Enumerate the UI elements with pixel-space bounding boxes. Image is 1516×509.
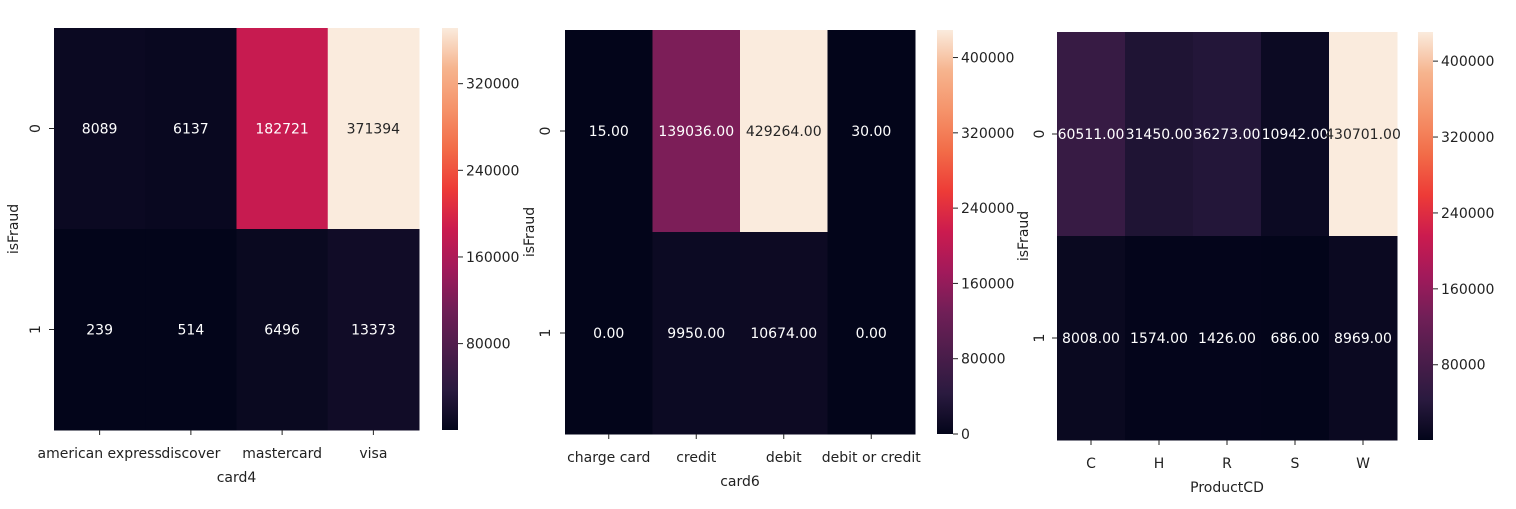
heatmap-cell <box>652 232 741 435</box>
colorbar-tick-label: 240000 <box>466 163 519 179</box>
x-tick-label: S <box>1291 456 1300 472</box>
y-tick-label: 0 <box>28 124 44 133</box>
heatmap-cell <box>1261 236 1330 441</box>
colorbar-tick-label: 320000 <box>1441 130 1494 146</box>
heatmap-cell <box>1329 32 1398 237</box>
x-axis-label: card6 <box>720 474 760 490</box>
heatmap-cell <box>145 28 237 230</box>
x-axis-label: card4 <box>217 470 257 486</box>
y-tick-label: 0 <box>1032 130 1048 139</box>
colorbar-tick-label: 80000 <box>1441 358 1486 374</box>
y-tick-label: 1 <box>1032 334 1048 343</box>
x-tick-label: debit or credit <box>822 450 922 466</box>
cell-value-label: 8008.00 <box>1062 331 1120 347</box>
colorbar-tick-label: 320000 <box>961 126 1014 142</box>
colorbar-tick-label: 240000 <box>1441 206 1494 222</box>
heatmap-panel-1: 8089 6137 182721 371394 239 514 6496 13373 ameri… <box>6 28 519 486</box>
heatmap-panel-2: 15.00 139036.00 429264.00 30.00 0.00 9950.00 1… <box>522 30 1014 490</box>
cell-value-label: 1574.00 <box>1130 331 1188 347</box>
cell-value-label: 514 <box>178 323 205 339</box>
heatmap-cell <box>54 229 146 431</box>
y-tick-label: 1 <box>28 325 44 334</box>
colorbar-tick-label: 400000 <box>1441 54 1494 70</box>
colorbar-tick-label: 0 <box>961 427 970 443</box>
cell-value-label: 239 <box>86 323 113 339</box>
colorbar-tick-label: 80000 <box>466 337 511 353</box>
heatmap-cell <box>327 28 420 230</box>
cell-value-label: 182721 <box>255 122 308 138</box>
y-tick-label: 1 <box>538 329 554 338</box>
cell-value-label: 686.00 <box>1271 331 1320 347</box>
heatmap-cell <box>1057 32 1126 237</box>
cell-value-label: 10674.00 <box>750 326 817 342</box>
cell-value-label: 0.00 <box>593 326 624 342</box>
x-axis-label: ProductCD <box>1190 480 1264 496</box>
cell-value-label: 31450.00 <box>1126 127 1193 143</box>
heatmap-cell <box>740 232 828 435</box>
heatmap-cell <box>827 232 916 435</box>
colorbar <box>442 28 458 430</box>
cell-value-label: 36273.00 <box>1194 127 1261 143</box>
heatmap-cell <box>652 30 741 233</box>
cell-value-label: 430701.00 <box>1325 127 1401 143</box>
x-tick-label: H <box>1154 456 1165 472</box>
heatmap-cell <box>1193 32 1262 237</box>
y-tick-label: 0 <box>538 127 554 136</box>
heatmap-cell <box>1261 32 1330 237</box>
colorbar-tick-label: 160000 <box>466 250 519 266</box>
cell-value-label: 13373 <box>351 323 396 339</box>
colorbar <box>937 30 953 434</box>
cell-value-label: 0.00 <box>856 326 887 342</box>
heatmap-panel-3: 60511.00 31450.00 36273.00 10942.00430701.0… <box>1016 32 1494 496</box>
colorbar <box>1418 32 1433 440</box>
x-tick-label: charge card <box>567 450 650 466</box>
y-axis-label: isFraud <box>1016 211 1032 261</box>
cell-value-label: 6496 <box>264 323 300 339</box>
heatmap-cell <box>565 30 653 233</box>
x-tick-label: C <box>1086 456 1096 472</box>
cell-value-label: 10942.00 <box>1262 127 1329 143</box>
heatmap-cell <box>236 229 329 431</box>
cell-value-label: 15.00 <box>589 124 629 140</box>
cell-value-label: 60511.00 <box>1058 127 1125 143</box>
cell-value-label: 8089 <box>82 122 118 138</box>
colorbar-tick-label: 320000 <box>466 77 519 93</box>
heatmap-cell <box>236 28 329 230</box>
heatmap-cell <box>1193 236 1262 441</box>
x-tick-label: debit <box>766 450 802 466</box>
y-axis-label: isFraud <box>6 204 22 254</box>
heatmap-cell <box>565 232 653 435</box>
colorbar-tick-label: 400000 <box>961 51 1014 67</box>
heatmap-cell <box>1329 236 1398 441</box>
cell-value-label: 8969.00 <box>1334 331 1392 347</box>
heatmap-cell <box>145 229 237 431</box>
cell-value-label: 139036.00 <box>658 124 734 140</box>
cell-value-label: 30.00 <box>851 124 891 140</box>
y-axis-label: isFraud <box>522 207 538 257</box>
colorbar-tick-label: 160000 <box>1441 282 1494 298</box>
x-tick-label: american express <box>37 446 161 462</box>
x-tick-label: mastercard <box>242 446 322 462</box>
heatmap-cell <box>327 229 420 431</box>
x-tick-label: credit <box>676 450 717 466</box>
cell-value-label: 9950.00 <box>667 326 725 342</box>
heatmap-cell <box>1057 236 1126 441</box>
x-tick-label: W <box>1356 456 1370 472</box>
colorbar-tick-label: 240000 <box>961 201 1014 217</box>
x-tick-label: visa <box>359 446 387 462</box>
heatmap-cell <box>54 28 146 230</box>
colorbar-tick-label: 160000 <box>961 276 1014 292</box>
cell-value-label: 6137 <box>173 122 209 138</box>
cell-value-label: 429264.00 <box>746 124 822 140</box>
x-tick-label: discover <box>161 446 220 462</box>
cell-value-label: 371394 <box>347 122 401 138</box>
heatmap-cell <box>740 30 828 233</box>
colorbar-tick-label: 80000 <box>961 352 1006 368</box>
heatmap-cell <box>1125 32 1194 237</box>
heatmap-cell <box>827 30 916 233</box>
cell-value-label: 1426.00 <box>1198 331 1256 347</box>
heatmap-cell <box>1125 236 1194 441</box>
x-tick-label: R <box>1222 456 1232 472</box>
